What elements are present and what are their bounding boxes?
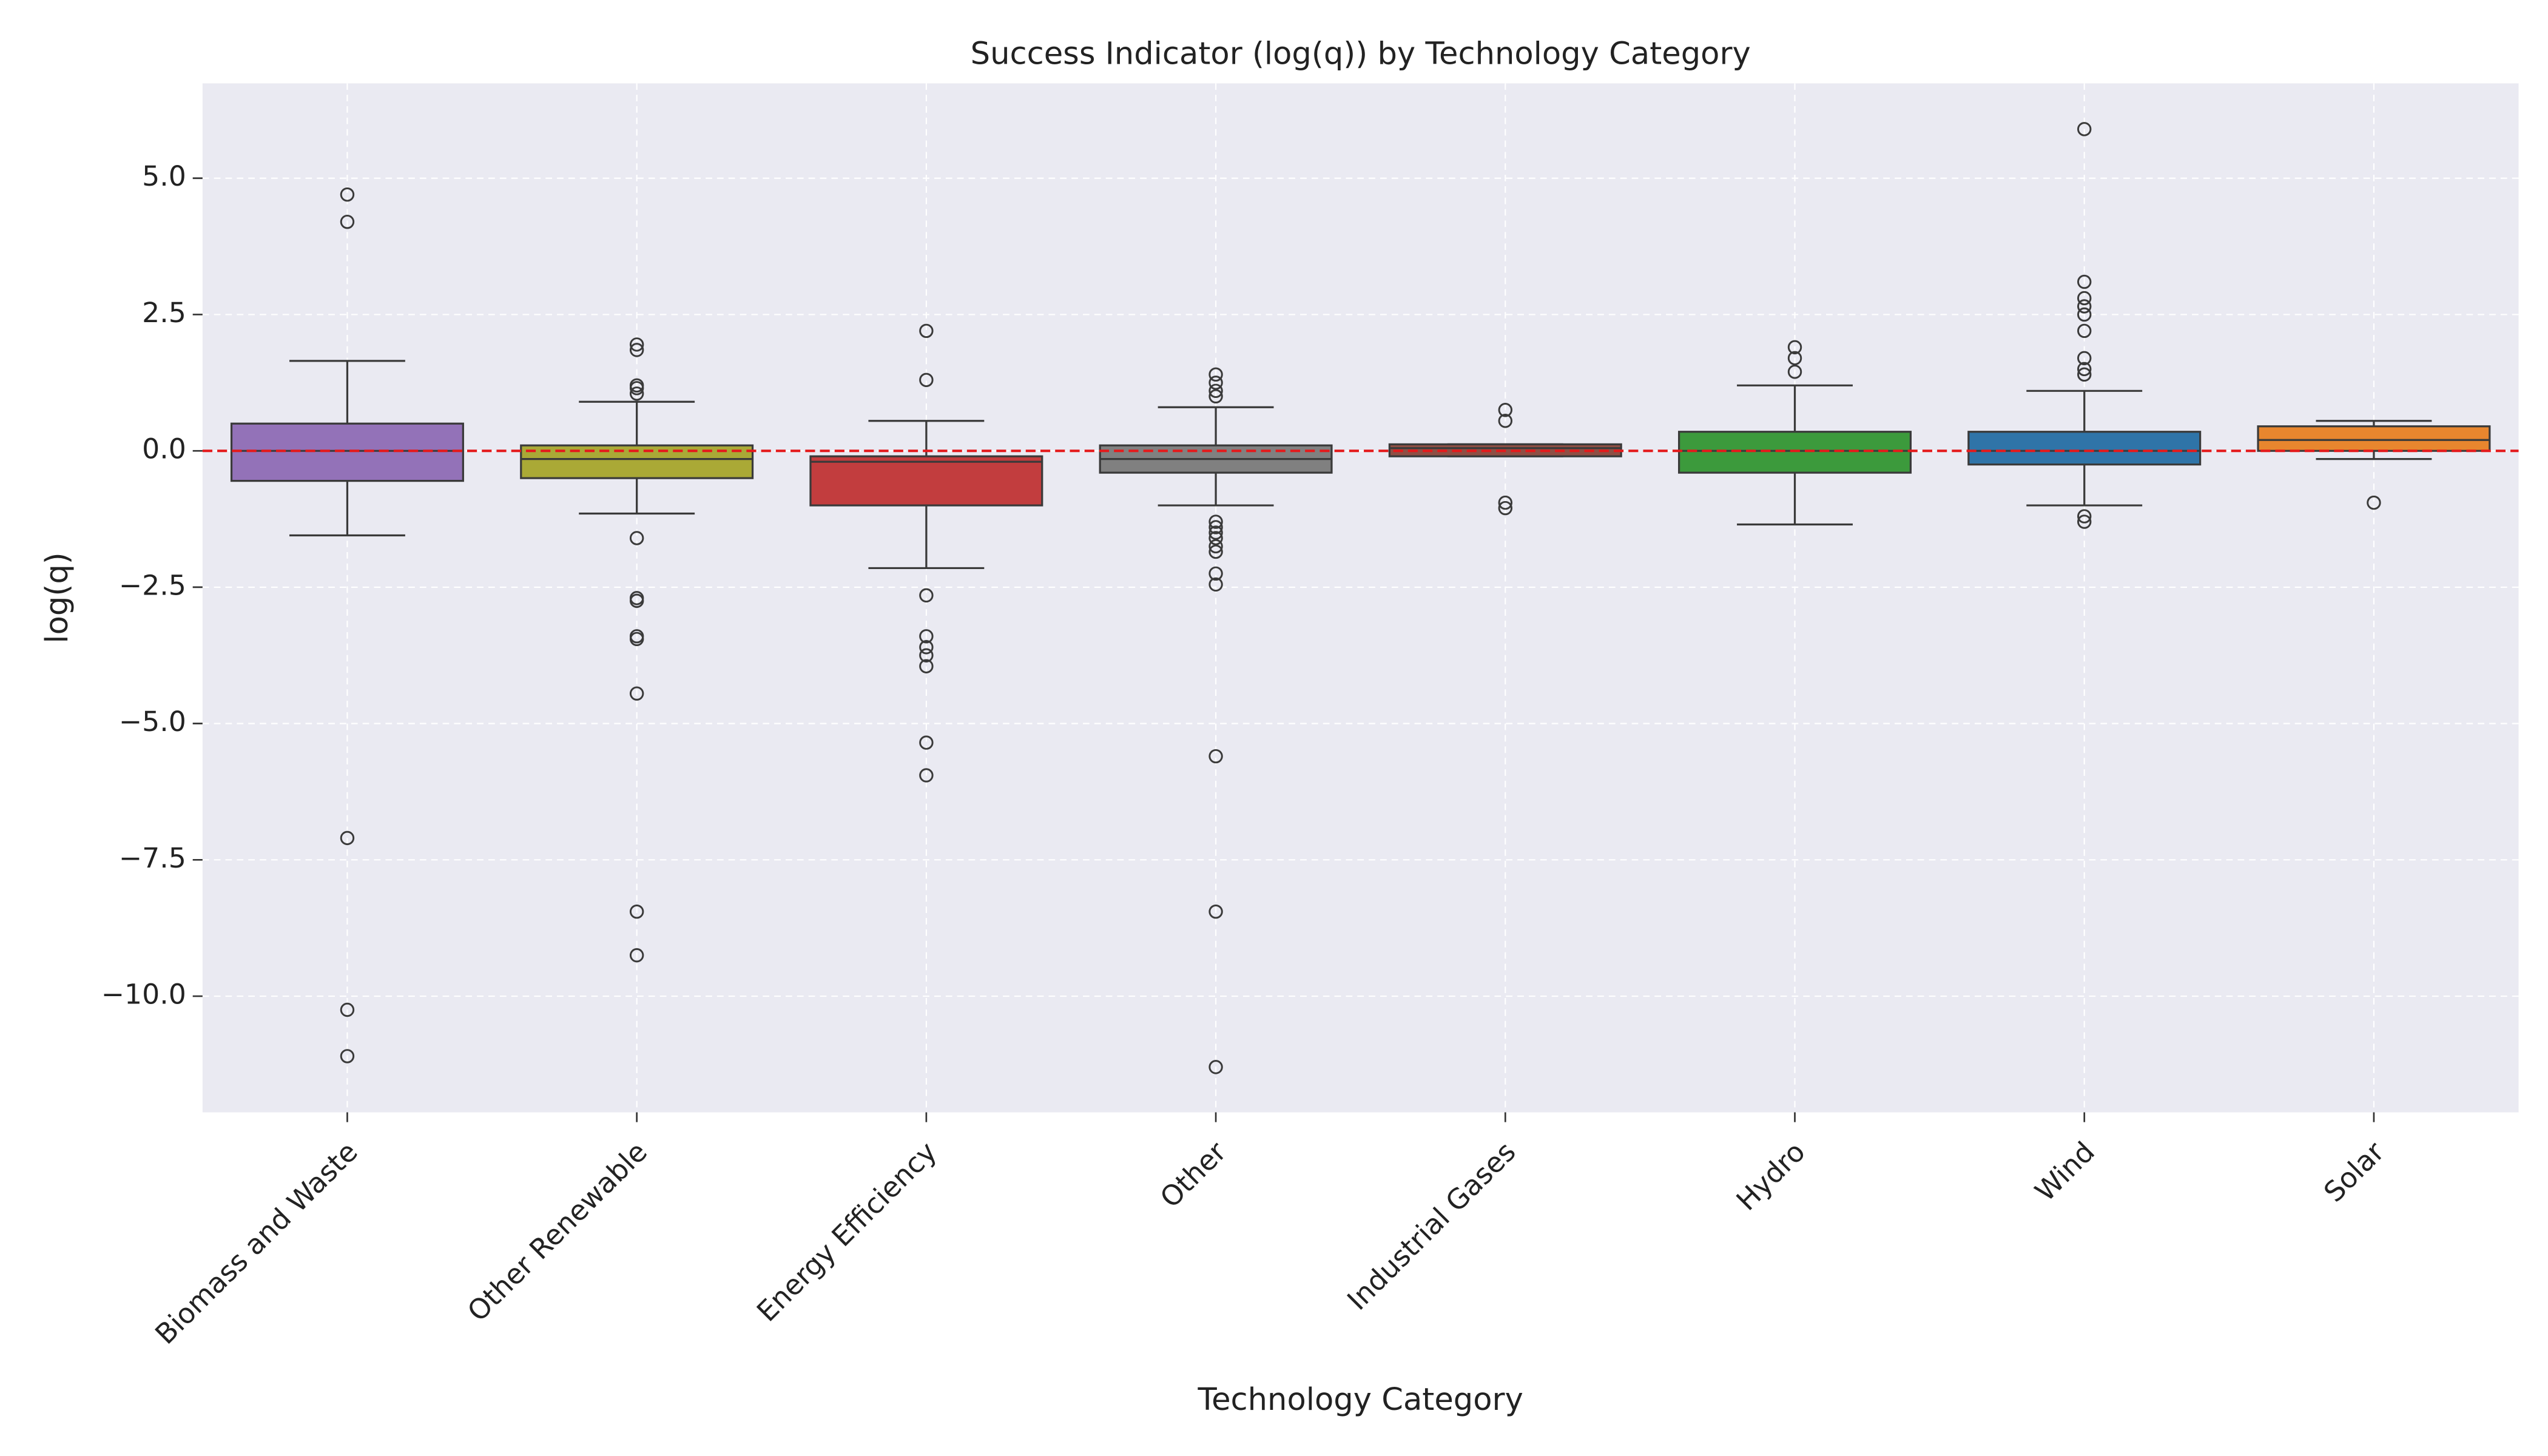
outlier <box>1787 340 1802 355</box>
outlier <box>2077 307 2092 322</box>
outlier <box>2077 514 2092 529</box>
outlier <box>1208 1060 1223 1074</box>
box <box>1967 431 2202 466</box>
plot-area <box>202 83 2519 1113</box>
outlier <box>629 343 644 357</box>
chart-title: Success Indicator (log(q)) by Technology… <box>971 36 1751 72</box>
outlier <box>919 648 934 662</box>
outlier <box>629 337 644 352</box>
outlier <box>1208 531 1223 545</box>
x-tick-label: Solar <box>2317 1136 2390 1208</box>
x-tick-label: Wind <box>2029 1136 2101 1208</box>
outlier <box>2077 362 2092 377</box>
outlier <box>1787 365 1802 379</box>
box <box>230 422 464 482</box>
outlier <box>629 632 644 646</box>
x-tick-label: Industrial Gases <box>1341 1136 1522 1316</box>
outlier <box>2077 509 2092 524</box>
y-tick-label: −5.0 <box>119 706 186 738</box>
outlier <box>2077 299 2092 314</box>
y-tick-label: 0.0 <box>142 433 186 465</box>
outlier <box>1208 577 1223 592</box>
outlier <box>1208 367 1223 382</box>
outlier <box>919 323 934 339</box>
x-axis-label: Technology Category <box>1198 1382 1523 1418</box>
outlier <box>629 381 644 396</box>
y-tick-label: −10.0 <box>101 979 186 1011</box>
box <box>809 455 1043 507</box>
outlier <box>919 735 934 750</box>
outlier <box>340 1002 355 1017</box>
outlier <box>629 531 644 545</box>
outlier <box>629 905 644 919</box>
x-tick-label: Biomass and Waste <box>149 1136 364 1350</box>
outlier <box>919 659 934 673</box>
outlier <box>2077 274 2092 289</box>
outlier <box>2367 495 2381 510</box>
outlier <box>1208 905 1223 919</box>
outlier <box>1498 500 1513 516</box>
outlier <box>629 948 644 963</box>
box <box>2257 425 2491 452</box>
outlier <box>629 686 644 701</box>
outlier <box>1208 383 1223 399</box>
x-tick-label: Energy Efficiency <box>750 1136 943 1328</box>
outlier <box>2077 367 2092 382</box>
y-tick-label: 5.0 <box>142 160 186 192</box>
outlier <box>629 386 644 401</box>
outlier <box>340 214 355 229</box>
outlier <box>919 372 934 388</box>
y-tick-label: 2.5 <box>142 297 186 329</box>
outlier <box>919 768 934 783</box>
outlier <box>1498 495 1513 510</box>
outlier <box>1498 414 1513 428</box>
outlier <box>2077 323 2092 339</box>
outlier <box>1208 544 1223 559</box>
outlier <box>2077 291 2092 306</box>
y-axis-label: log(q) <box>39 552 75 643</box>
outlier <box>919 588 934 603</box>
outlier <box>1208 514 1223 529</box>
x-tick-label: Other <box>1154 1136 1232 1214</box>
outlier <box>919 629 934 644</box>
outlier <box>2077 351 2092 366</box>
y-tick-label: −2.5 <box>119 569 186 601</box>
outlier <box>340 187 355 202</box>
outlier <box>919 640 934 655</box>
outlier <box>1787 351 1802 366</box>
box <box>1678 431 1912 474</box>
outlier <box>1208 389 1223 404</box>
x-tick-label: Hydro <box>1730 1136 1812 1217</box>
y-tick-label: −7.5 <box>119 842 186 874</box>
outlier <box>1208 520 1223 534</box>
outlier <box>1208 376 1223 390</box>
outlier <box>1208 525 1223 540</box>
outlier <box>340 831 355 846</box>
x-tick-label: Other Renewable <box>461 1136 653 1328</box>
outlier <box>1208 749 1223 764</box>
outlier <box>1498 403 1513 417</box>
outlier <box>629 593 644 608</box>
outlier <box>1208 539 1223 554</box>
outlier <box>340 1049 355 1063</box>
outlier <box>2077 122 2092 136</box>
outlier <box>1208 566 1223 581</box>
